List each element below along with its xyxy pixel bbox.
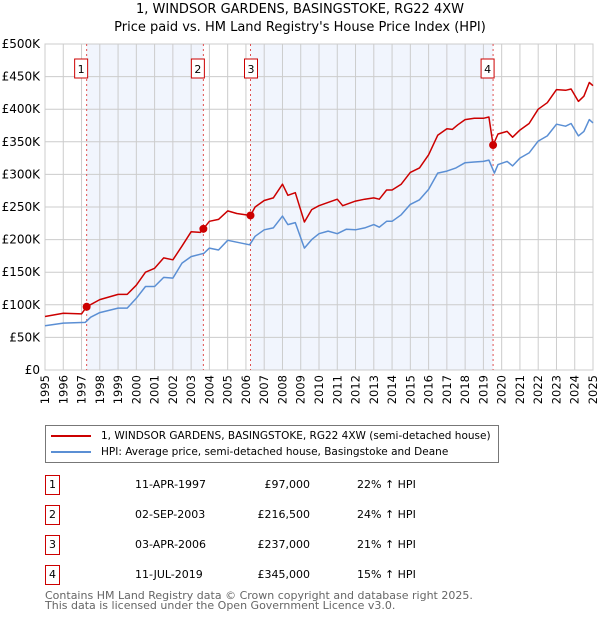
sale-marker-box <box>244 58 258 79</box>
y-tick-label: £350K <box>2 135 42 149</box>
x-tick-label: 2002 <box>166 375 180 404</box>
sale-marker-box <box>480 58 495 79</box>
sale-price: £345,000 <box>257 568 311 581</box>
x-tick-label: 2007 <box>257 375 271 404</box>
sale-point <box>246 211 255 220</box>
sale-price: £237,000 <box>257 538 311 551</box>
sale-marker-label: 4 <box>484 63 491 76</box>
sale-row: 3 03-APR-2006 £237,000 21% ↑ HPI <box>45 535 545 555</box>
x-tick-label: 2011 <box>330 375 344 404</box>
y-tick-label: £50K <box>9 330 41 344</box>
sale-price: £97,000 <box>264 478 311 491</box>
y-tick-label: £500K <box>2 37 42 51</box>
sale-number: 4 <box>45 565 60 585</box>
sale-hpi-change: 22% ↑ HPI <box>357 478 416 491</box>
sale-row: 4 11-JUL-2019 £345,000 15% ↑ HPI <box>45 565 545 585</box>
sale-row: 1 11-APR-1997 £97,000 22% ↑ HPI <box>45 475 545 495</box>
sale-marker-label: 2 <box>194 63 201 76</box>
y-tick-label: £0 <box>25 363 40 377</box>
y-tick-label: £200K <box>2 233 42 247</box>
footer-copyright: Contains HM Land Registry data © Crown c… <box>45 589 473 602</box>
x-tick-label: 1999 <box>111 375 125 404</box>
sale-marker-label: 3 <box>248 63 255 76</box>
sale-number: 1 <box>45 475 60 495</box>
sale-point <box>489 141 498 150</box>
x-tick-label: 2014 <box>385 375 399 404</box>
x-tick-label: 2018 <box>458 375 472 404</box>
x-tick-label: 2022 <box>531 375 545 404</box>
x-tick-label: 2010 <box>312 375 326 404</box>
sale-point <box>82 302 91 311</box>
x-tick-label: 2009 <box>294 375 308 404</box>
y-tick-label: £400K <box>2 102 42 116</box>
x-tick-label: 2005 <box>221 375 235 404</box>
y-tick-label: £450K <box>2 70 42 84</box>
chart-title: 1, WINDSOR GARDENS, BASINGSTOKE, RG22 4X… <box>135 2 464 17</box>
sale-marker-box <box>74 58 89 79</box>
sale-row: 2 02-SEP-2003 £216,500 24% ↑ HPI <box>45 505 545 525</box>
x-tick-label: 1995 <box>38 375 52 404</box>
legend-swatch-blue <box>51 451 91 453</box>
plot-area: 1995 1996 1997 1998 1999 2000 2001 2002 2003 2004… <box>2 37 600 404</box>
x-tick-label: 2023 <box>549 375 563 404</box>
x-tick-label: 2025 <box>586 375 600 404</box>
x-tick-label: 2024 <box>568 375 582 404</box>
sale-number: 3 <box>45 535 60 555</box>
x-tick-label: 1998 <box>93 375 107 404</box>
x-tick-label: 2016 <box>422 375 436 404</box>
y-tick-label: £150K <box>2 265 42 279</box>
x-tick-label: 2006 <box>239 375 253 404</box>
x-tick-label: 2020 <box>495 375 509 404</box>
x-tick-label: 2015 <box>403 375 417 404</box>
sale-date: 03-APR-2006 <box>135 538 207 551</box>
x-tick-label: 2019 <box>476 375 490 404</box>
sale-hpi-change: 15% ↑ HPI <box>357 568 416 581</box>
x-tick-label: 2004 <box>202 375 216 404</box>
x-tick-label: 2008 <box>275 375 289 404</box>
legend-label: 1, WINDSOR GARDENS, BASINGSTOKE, RG22 4X… <box>101 430 491 442</box>
sale-hpi-change: 21% ↑ HPI <box>357 538 416 551</box>
x-tick-label: 2001 <box>148 375 162 404</box>
sale-point <box>199 224 208 233</box>
x-tick-label: 2000 <box>129 375 143 404</box>
legend-swatch-red <box>51 435 91 437</box>
footer: Contains HM Land Registry data © Crown c… <box>45 589 473 612</box>
y-tick-label: £300K <box>2 167 42 181</box>
x-tick-label: 2003 <box>184 375 198 404</box>
sale-date: 11-APR-1997 <box>135 478 207 491</box>
sale-date: 02-SEP-2003 <box>135 508 206 521</box>
legend-label: HPI: Average price, semi-detached house,… <box>101 446 449 458</box>
x-tick-label: 1996 <box>56 375 70 404</box>
hpi-line <box>44 118 594 327</box>
footer-licence: This data is licensed under the Open Gov… <box>45 599 396 612</box>
x-tick-label: 1997 <box>75 375 89 404</box>
legend: 1, WINDSOR GARDENS, BASINGSTOKE, RG22 4X… <box>45 425 499 463</box>
legend-item-hpi: HPI: Average price, semi-detached house,… <box>51 444 448 460</box>
y-tick-label: £100K <box>2 298 42 312</box>
plot-border <box>44 43 594 371</box>
sale-price: £216,500 <box>257 508 311 521</box>
x-tick-label: 2013 <box>367 375 381 404</box>
sale-hpi-change: 24% ↑ HPI <box>357 508 416 521</box>
x-tick-label: 2017 <box>440 375 454 404</box>
price-paid-line <box>44 81 594 318</box>
sale-date: 11-JUL-2019 <box>135 568 203 581</box>
x-tick-label: 2012 <box>349 375 363 404</box>
sale-marker-label: 1 <box>78 63 85 76</box>
y-tick-label: £250K <box>2 200 42 214</box>
sale-marker-box <box>190 58 205 79</box>
chart-subtitle: Price paid vs. HM Land Registry's House … <box>114 20 486 35</box>
sale-number: 2 <box>45 505 60 525</box>
x-tick-label: 2021 <box>513 375 527 404</box>
legend-item-property: 1, WINDSOR GARDENS, BASINGSTOKE, RG22 4X… <box>51 428 491 444</box>
